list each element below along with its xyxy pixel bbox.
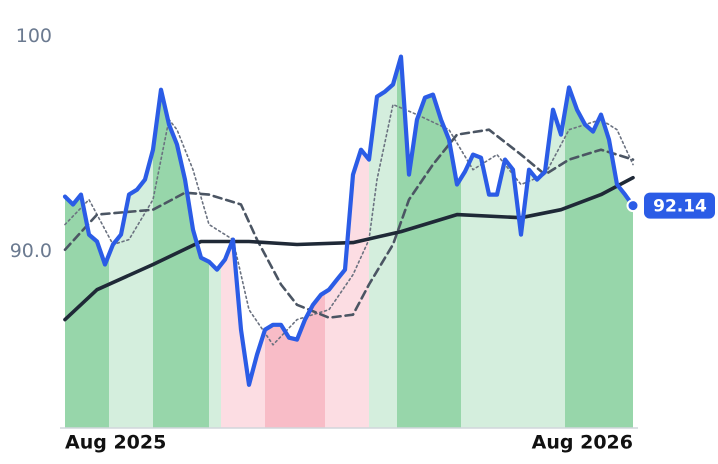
region xyxy=(153,56,209,428)
y-tick-label: 100 xyxy=(16,25,52,47)
region xyxy=(397,56,461,428)
moving-average xyxy=(63,128,635,319)
value-badge xyxy=(644,192,715,219)
price-line xyxy=(62,54,636,387)
region xyxy=(209,56,221,428)
x-tick-label: Aug 2026 xyxy=(532,432,633,454)
x-tick-label: Aug 2025 xyxy=(65,432,166,454)
moving-average xyxy=(63,175,635,322)
y-tick-label: 90.0 xyxy=(10,240,52,262)
value-label: 92.14 xyxy=(653,197,707,217)
region xyxy=(565,56,633,428)
region xyxy=(221,56,265,428)
region xyxy=(325,56,369,428)
last-point xyxy=(626,199,640,213)
region xyxy=(265,56,325,428)
moving-average xyxy=(64,103,634,346)
